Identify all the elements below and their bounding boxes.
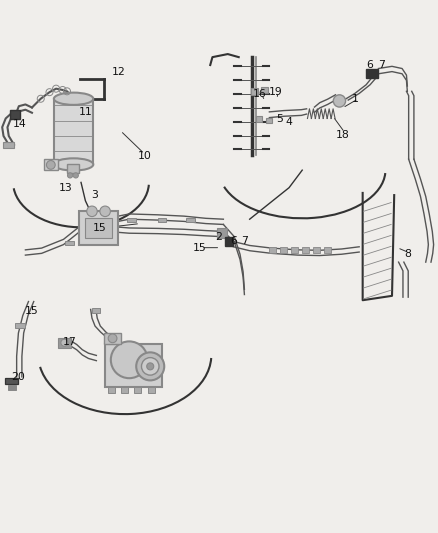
Bar <box>324 247 331 253</box>
Bar <box>217 228 227 238</box>
Text: 14: 14 <box>13 119 27 129</box>
Text: 8: 8 <box>404 249 411 259</box>
Text: 20: 20 <box>11 372 25 382</box>
Bar <box>67 165 79 173</box>
Bar <box>44 159 58 170</box>
Text: 7: 7 <box>378 60 385 70</box>
Bar <box>280 247 287 253</box>
Bar <box>313 247 320 253</box>
Bar <box>291 247 298 253</box>
Circle shape <box>100 206 110 216</box>
Ellipse shape <box>54 93 93 105</box>
Text: 19: 19 <box>269 87 283 97</box>
Bar <box>256 116 262 122</box>
Text: 4: 4 <box>286 117 293 126</box>
Bar <box>261 87 268 93</box>
Bar <box>108 386 115 393</box>
Circle shape <box>73 173 78 178</box>
Bar <box>366 69 378 78</box>
Bar <box>5 378 18 384</box>
Bar <box>85 219 112 238</box>
Text: 3: 3 <box>91 190 98 200</box>
Bar <box>266 118 272 123</box>
Bar <box>121 386 128 393</box>
Circle shape <box>136 352 164 381</box>
Bar <box>105 344 162 387</box>
Circle shape <box>111 342 148 378</box>
Text: 17: 17 <box>62 337 76 347</box>
Bar <box>148 386 155 393</box>
Bar <box>158 218 166 222</box>
Bar <box>134 386 141 393</box>
Text: 10: 10 <box>138 151 152 160</box>
Text: 13: 13 <box>59 183 73 192</box>
Text: 5: 5 <box>276 115 283 124</box>
Text: 15: 15 <box>192 243 206 253</box>
Text: 16: 16 <box>252 90 266 99</box>
Text: 12: 12 <box>111 67 125 77</box>
Bar <box>3 142 14 148</box>
Circle shape <box>147 363 154 370</box>
Text: 15: 15 <box>25 306 39 316</box>
Text: 6: 6 <box>367 60 374 70</box>
Bar <box>15 322 25 328</box>
Text: 1: 1 <box>351 94 358 104</box>
Bar <box>92 308 100 313</box>
Ellipse shape <box>54 158 93 171</box>
Circle shape <box>46 160 55 169</box>
Bar <box>251 88 258 95</box>
Text: 15: 15 <box>93 223 107 233</box>
Bar <box>54 99 93 165</box>
Circle shape <box>141 358 159 375</box>
Text: 18: 18 <box>336 130 350 140</box>
Bar <box>58 338 71 348</box>
Bar <box>127 218 136 222</box>
Circle shape <box>67 173 73 178</box>
Bar <box>65 241 74 246</box>
Circle shape <box>108 334 117 343</box>
Text: 6: 6 <box>230 236 237 246</box>
Bar <box>79 211 118 245</box>
Bar <box>225 237 233 246</box>
Bar <box>269 247 276 253</box>
Circle shape <box>333 95 346 107</box>
Bar <box>10 110 20 119</box>
Bar <box>186 218 195 222</box>
Text: 7: 7 <box>241 236 248 246</box>
Circle shape <box>87 206 97 216</box>
Bar <box>8 385 16 390</box>
Bar <box>104 333 121 344</box>
Text: 11: 11 <box>78 107 92 117</box>
Text: 2: 2 <box>215 232 223 242</box>
Bar <box>302 247 309 253</box>
Circle shape <box>61 339 68 346</box>
